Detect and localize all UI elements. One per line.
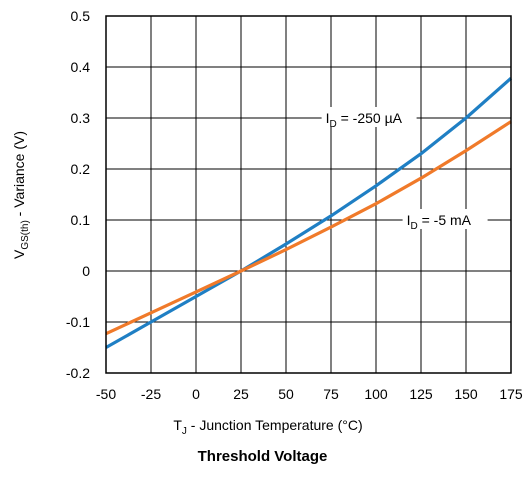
x-tick-label: 75 xyxy=(323,386,339,402)
series-line-2 xyxy=(105,120,512,336)
series-lines xyxy=(105,77,513,349)
x-tick-label: -25 xyxy=(141,386,161,402)
plot-frame xyxy=(105,15,512,374)
series-label-2: ID = -5 mA xyxy=(407,212,472,232)
y-tick-label: 0.1 xyxy=(71,212,91,228)
x-tick-label: 150 xyxy=(454,386,478,402)
y-tick-label: -0.2 xyxy=(66,365,90,381)
x-tick-label: 0 xyxy=(192,386,200,402)
x-tick-label: 100 xyxy=(364,386,388,402)
x-tick-labels: -50 -25 0 25 50 75 100 125 150 175 xyxy=(96,386,523,402)
y-axis-label: VGS(th) - Variance (V) xyxy=(11,131,31,259)
series-label-bg xyxy=(402,209,488,229)
chart-title: Threshold Voltage xyxy=(197,448,328,465)
y-tick-label: 0.3 xyxy=(71,110,91,126)
series-labels: ID = -250 µA ID = -5 mA xyxy=(321,107,488,232)
grid xyxy=(105,15,512,374)
series-label-bg xyxy=(321,107,417,127)
series-label-1: ID = -250 µA xyxy=(326,110,403,130)
y-tick-label: 0.2 xyxy=(71,161,91,177)
x-axis-label: TJ - Junction Temperature (°C) xyxy=(173,417,362,437)
y-tick-label: 0.5 xyxy=(71,8,91,24)
y-tick-label: 0.4 xyxy=(71,59,91,75)
x-tick-label: -50 xyxy=(96,386,116,402)
x-tick-label: 25 xyxy=(233,386,249,402)
x-tick-label: 125 xyxy=(409,386,433,402)
y-tick-label: 0 xyxy=(82,263,90,279)
x-tick-label: 175 xyxy=(499,386,523,402)
y-tick-labels: -0.2 -0.1 0 0.1 0.2 0.3 0.4 0.5 xyxy=(66,8,90,381)
y-tick-label: -0.1 xyxy=(66,314,90,330)
x-tick-label: 50 xyxy=(278,386,294,402)
series-line-1 xyxy=(105,77,513,349)
